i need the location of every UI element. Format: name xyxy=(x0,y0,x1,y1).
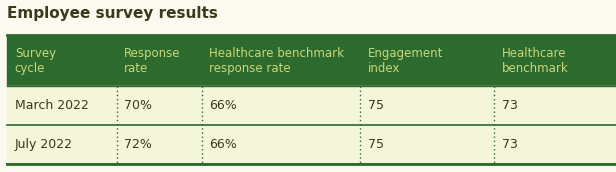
Text: 66%: 66% xyxy=(209,138,237,151)
Text: Response
rate: Response rate xyxy=(124,47,180,75)
Bar xyxy=(7,125,616,164)
Text: 66%: 66% xyxy=(209,99,237,112)
Text: July 2022: July 2022 xyxy=(15,138,73,151)
Text: 72%: 72% xyxy=(124,138,152,151)
Text: 73: 73 xyxy=(501,99,517,112)
Bar xyxy=(7,35,616,86)
Text: 75: 75 xyxy=(368,138,384,151)
Text: Employee survey results: Employee survey results xyxy=(7,7,218,22)
Text: Healthcare
benchmark: Healthcare benchmark xyxy=(501,47,569,75)
Text: 70%: 70% xyxy=(124,99,152,112)
Bar xyxy=(7,86,616,125)
Text: 75: 75 xyxy=(368,99,384,112)
Text: March 2022: March 2022 xyxy=(15,99,89,112)
Text: Survey
cycle: Survey cycle xyxy=(15,47,56,75)
Text: 73: 73 xyxy=(501,138,517,151)
Text: Healthcare benchmark
response rate: Healthcare benchmark response rate xyxy=(209,47,344,75)
Text: Engagement
index: Engagement index xyxy=(368,47,443,75)
